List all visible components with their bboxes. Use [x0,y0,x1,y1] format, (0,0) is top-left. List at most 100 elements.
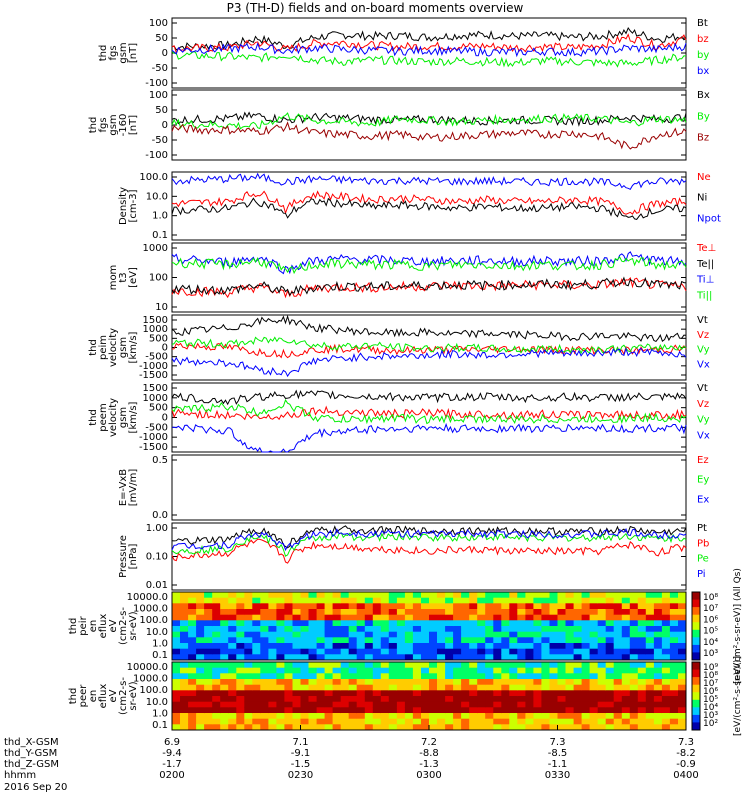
panel-8-ytick-label: 0.10 [146,552,168,563]
panel-10-cell [509,673,518,680]
panel-10-cell [581,724,591,731]
panel-10-cell [212,701,221,708]
panel-10-cell [276,667,285,674]
panel-9-cell [613,654,623,661]
panel-5-legend-2: Vy [697,345,710,356]
footer-value: -1.5 [291,759,311,770]
panel-9-cell [308,603,317,610]
panel-9-cell [621,592,631,599]
panel-9-cell [645,609,655,616]
panel-9-cell [252,603,261,610]
panel-10-cell [364,707,374,714]
panel-10-cell [477,724,486,731]
panel-9-cell [268,626,277,633]
panel-10-cell [180,696,189,703]
panel-9-cell [669,614,679,621]
panel-10-cell [316,724,326,731]
panel-4-frame [171,242,687,313]
panel-9-cell [324,620,334,627]
panel-10-cell [188,679,197,686]
panel-10-cell [412,673,422,680]
panel-10-cell [517,673,526,680]
panel-10-cell [300,724,309,731]
panel-6-ytick-label: 1000 [143,393,168,404]
panel-9-cell [180,648,189,655]
panel-10-cell [252,713,261,720]
panel-9-cell [445,592,454,599]
panel-10-cell [509,701,518,708]
panel-9-cell [541,643,550,650]
panel-9-cell [252,592,261,599]
panel-10-cell [557,679,566,686]
panel-10-cell [597,667,607,674]
panel-10-cell [316,679,326,686]
panel-9-cell [228,643,237,650]
panel-9-ytick-label: 1.0 [152,638,168,649]
panel-10-cell [461,724,470,731]
panel-9-cell [549,592,558,599]
panel-4-legend-2: Ti⊥ [696,275,714,286]
panel-10-cell [268,718,277,725]
panel-9-cell [669,626,679,633]
panel-9-cell [597,620,607,627]
panel-9-cell [300,637,309,644]
panel-10-cell [421,707,430,714]
footer-value: -8.5 [548,748,568,759]
panel-10-cell [220,707,229,714]
panel-9-cell [332,592,342,599]
panel-10-cell [260,713,269,720]
panel-9-cell [268,637,277,644]
panel-10-cell [469,667,478,674]
panel-10-ytick-label: 1000.0 [133,674,168,685]
panel-9-cell [356,614,366,621]
panel-10-cell [356,707,366,714]
panel-9-cell [172,597,181,604]
panel-9-cell [372,643,382,650]
panel-10-cell [244,713,253,720]
panel-9-cell [356,637,366,644]
panel-10-cell [637,696,647,703]
panel-10-cell [661,701,671,708]
panel-10-cell [629,718,639,725]
panel-10-cell [276,696,285,703]
panel-10-cell [316,713,326,720]
panel-10-cell [324,667,334,674]
panel-10-cell [204,690,213,697]
panel-9-cell [533,614,542,621]
panel-10-ytick-label: 10.0 [146,697,168,708]
panel-10-cell [493,679,502,686]
panel-9-cell [180,637,189,644]
panel-10-cell [637,684,647,691]
panel-3-legend-2: Npot [697,213,721,224]
panel-6-legend-0: Vt [697,383,708,394]
panel-9-cell [678,631,687,638]
panel-9-cell [573,592,583,599]
panel-10-cell [589,696,599,703]
panel-10-cell [204,696,213,703]
panel-9-cell [292,631,301,638]
panel-7-ytick-label: 0.0 [152,510,168,521]
panel-9-cell [276,648,285,655]
panel-9-cell [461,603,470,610]
panel-10-cell [252,707,261,714]
panel-5-ytick-label: -1000 [139,361,168,372]
panel-9-cell [678,592,687,599]
panel-10-cell [557,696,566,703]
panel-9-cell [613,637,623,644]
panel-10-cell [276,707,285,714]
panel-9-cell [212,597,221,604]
panel-9-cell [196,614,205,621]
panel-10-cell [597,701,607,708]
panel-10-cell [196,713,205,720]
panel-8-series-0 [171,525,687,549]
panel-10-cell [549,707,558,714]
panel-9-cell [396,609,406,616]
panel-10-cell [396,684,406,691]
panel-10-cell [300,673,309,680]
panel-9-cell [589,614,599,621]
panel-2-ytick-label: 50 [155,105,168,116]
panel-7-legend-1: Ey [697,475,709,486]
panel-10-cell [453,662,462,669]
panel-10-cell [549,696,558,703]
panel-10-cell [477,707,486,714]
